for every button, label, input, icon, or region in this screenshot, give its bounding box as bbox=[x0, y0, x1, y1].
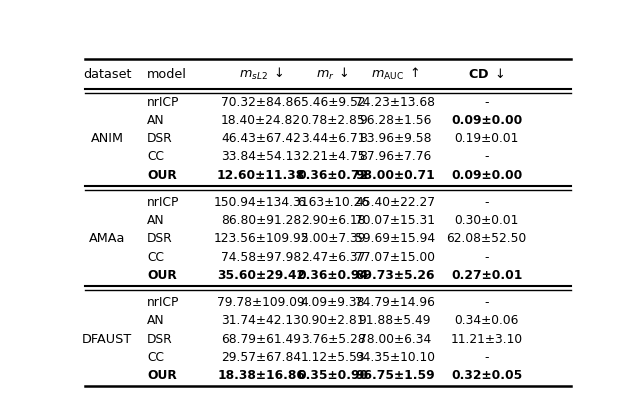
Text: 0.35±0.90: 0.35±0.90 bbox=[298, 369, 369, 382]
Text: 89.73±5.26: 89.73±5.26 bbox=[355, 269, 435, 282]
Text: DSR: DSR bbox=[147, 332, 173, 346]
Text: 0.90±2.81: 0.90±2.81 bbox=[301, 314, 365, 328]
Text: $m_r$ $\downarrow$: $m_r$ $\downarrow$ bbox=[316, 66, 349, 82]
Text: OUR: OUR bbox=[147, 369, 177, 382]
Text: 5.46±9.52: 5.46±9.52 bbox=[301, 96, 365, 109]
Text: DSR: DSR bbox=[147, 132, 173, 145]
Text: -: - bbox=[484, 196, 489, 209]
Text: 0.09±0.00: 0.09±0.00 bbox=[451, 169, 522, 182]
Text: 5.00±7.39: 5.00±7.39 bbox=[301, 233, 365, 245]
Text: 11.21±3.10: 11.21±3.10 bbox=[451, 332, 523, 346]
Text: 33.84±54.13: 33.84±54.13 bbox=[221, 150, 301, 164]
Text: -: - bbox=[484, 96, 489, 109]
Text: 0.32±0.05: 0.32±0.05 bbox=[451, 369, 522, 382]
Text: -: - bbox=[484, 150, 489, 164]
Text: 87.96±7.76: 87.96±7.76 bbox=[359, 150, 431, 164]
Text: 62.08±52.50: 62.08±52.50 bbox=[447, 233, 527, 245]
Text: 35.60±29.42: 35.60±29.42 bbox=[217, 269, 305, 282]
Text: 74.79±14.96: 74.79±14.96 bbox=[355, 297, 435, 309]
Text: 0.27±0.01: 0.27±0.01 bbox=[451, 269, 522, 282]
Text: 123.56±109.92: 123.56±109.92 bbox=[213, 233, 308, 245]
Text: CC: CC bbox=[147, 150, 164, 164]
Text: 12.60±11.38: 12.60±11.38 bbox=[217, 169, 305, 182]
Text: 2.47±6.37: 2.47±6.37 bbox=[301, 251, 365, 263]
Text: DFAUST: DFAUST bbox=[82, 332, 132, 346]
Text: 0.78±2.85: 0.78±2.85 bbox=[301, 114, 365, 127]
Text: AN: AN bbox=[147, 114, 164, 127]
Text: nrICP: nrICP bbox=[147, 196, 179, 209]
Text: 45.40±22.27: 45.40±22.27 bbox=[355, 196, 435, 209]
Text: -: - bbox=[484, 297, 489, 309]
Text: 4.09±9.38: 4.09±9.38 bbox=[301, 297, 365, 309]
Text: 31.74±42.13: 31.74±42.13 bbox=[221, 314, 301, 328]
Text: 77.07±15.00: 77.07±15.00 bbox=[355, 251, 435, 263]
Text: OUR: OUR bbox=[147, 269, 177, 282]
Text: 79.78±109.09: 79.78±109.09 bbox=[217, 297, 305, 309]
Text: CC: CC bbox=[147, 251, 164, 263]
Text: 18.38±16.86: 18.38±16.86 bbox=[217, 369, 305, 382]
Text: 6.63±10.26: 6.63±10.26 bbox=[297, 196, 369, 209]
Text: 59.69±15.94: 59.69±15.94 bbox=[355, 233, 435, 245]
Text: 70.32±84.86: 70.32±84.86 bbox=[221, 96, 301, 109]
Text: 2.21±4.75: 2.21±4.75 bbox=[301, 150, 365, 164]
Text: 150.94±134.31: 150.94±134.31 bbox=[213, 196, 308, 209]
Text: ANIM: ANIM bbox=[91, 132, 124, 145]
Text: $m_{sL2}$ $\downarrow$: $m_{sL2}$ $\downarrow$ bbox=[239, 66, 284, 82]
Text: AMAa: AMAa bbox=[89, 233, 125, 245]
Text: 29.57±67.84: 29.57±67.84 bbox=[221, 351, 301, 364]
Text: AN: AN bbox=[147, 314, 164, 328]
Text: 18.40±24.82: 18.40±24.82 bbox=[221, 114, 301, 127]
Text: 0.36±0.72: 0.36±0.72 bbox=[298, 169, 369, 182]
Text: nrICP: nrICP bbox=[147, 297, 179, 309]
Text: 91.88±5.49: 91.88±5.49 bbox=[358, 314, 431, 328]
Text: model: model bbox=[147, 68, 187, 81]
Text: 74.23±13.68: 74.23±13.68 bbox=[355, 96, 435, 109]
Text: $m_{\mathrm{AUC}}$ $\uparrow$: $m_{\mathrm{AUC}}$ $\uparrow$ bbox=[371, 66, 419, 82]
Text: 2.90±6.18: 2.90±6.18 bbox=[301, 214, 365, 227]
Text: nrICP: nrICP bbox=[147, 96, 179, 109]
Text: 3.44±6.71: 3.44±6.71 bbox=[301, 132, 365, 145]
Text: 78.00±6.34: 78.00±6.34 bbox=[359, 332, 431, 346]
Text: CC: CC bbox=[147, 351, 164, 364]
Text: 74.58±97.98: 74.58±97.98 bbox=[221, 251, 301, 263]
Text: 1.12±5.53: 1.12±5.53 bbox=[301, 351, 365, 364]
Text: OUR: OUR bbox=[147, 169, 177, 182]
Text: -: - bbox=[484, 251, 489, 263]
Text: 3.76±5.28: 3.76±5.28 bbox=[301, 332, 365, 346]
Text: 98.00±0.71: 98.00±0.71 bbox=[355, 169, 435, 182]
Text: 83.96±9.58: 83.96±9.58 bbox=[358, 132, 431, 145]
Text: AN: AN bbox=[147, 214, 164, 227]
Text: 0.36±0.94: 0.36±0.94 bbox=[298, 269, 369, 282]
Text: 0.34±0.06: 0.34±0.06 bbox=[454, 314, 519, 328]
Text: dataset: dataset bbox=[83, 68, 132, 81]
Text: CD $\downarrow$: CD $\downarrow$ bbox=[468, 67, 505, 81]
Text: 0.09±0.00: 0.09±0.00 bbox=[451, 114, 522, 127]
Text: 96.28±1.56: 96.28±1.56 bbox=[359, 114, 431, 127]
Text: 96.75±1.59: 96.75±1.59 bbox=[355, 369, 435, 382]
Text: DSR: DSR bbox=[147, 233, 173, 245]
Text: 68.79±61.49: 68.79±61.49 bbox=[221, 332, 301, 346]
Text: 94.35±10.10: 94.35±10.10 bbox=[355, 351, 435, 364]
Text: 46.43±67.42: 46.43±67.42 bbox=[221, 132, 301, 145]
Text: 86.80±91.28: 86.80±91.28 bbox=[221, 214, 301, 227]
Text: -: - bbox=[484, 351, 489, 364]
Text: 0.19±0.01: 0.19±0.01 bbox=[454, 132, 519, 145]
Text: 70.07±15.31: 70.07±15.31 bbox=[355, 214, 435, 227]
Text: 0.30±0.01: 0.30±0.01 bbox=[454, 214, 519, 227]
